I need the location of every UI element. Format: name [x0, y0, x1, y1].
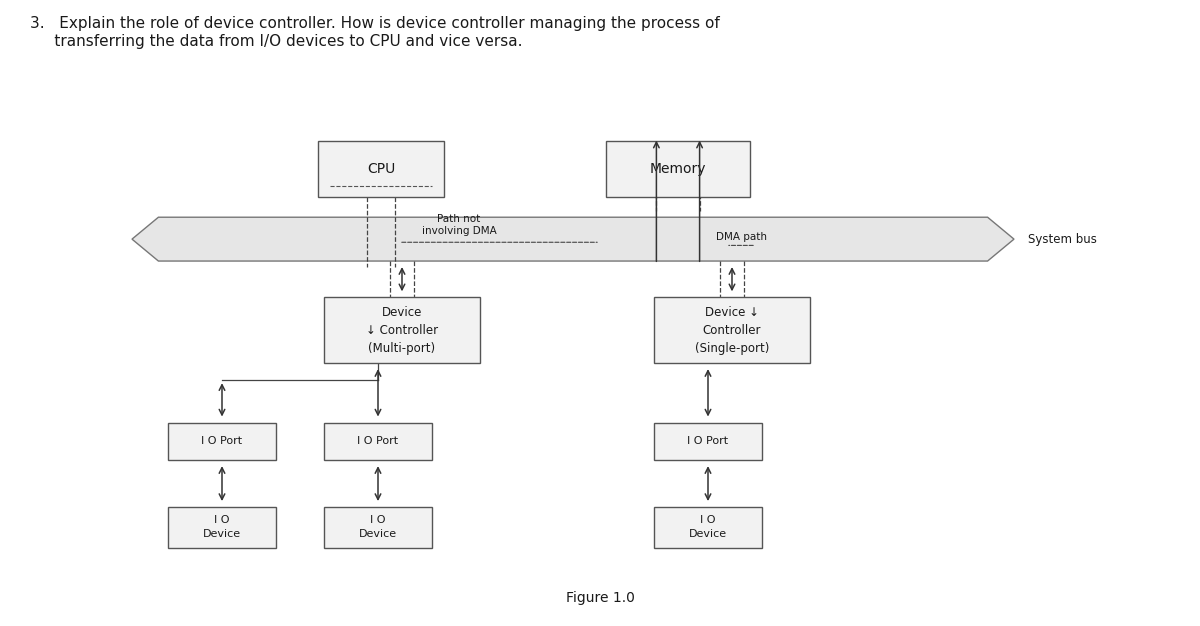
Text: Figure 1.0: Figure 1.0: [565, 591, 635, 605]
Text: transferring the data from I/O devices to CPU and vice versa.: transferring the data from I/O devices t…: [30, 34, 522, 49]
Text: I O
Device: I O Device: [203, 515, 241, 540]
FancyBboxPatch shape: [606, 141, 750, 197]
FancyBboxPatch shape: [654, 507, 762, 548]
Text: 3.   Explain the role of device controller. How is device controller managing th: 3. Explain the role of device controller…: [30, 16, 720, 31]
Text: I O Port: I O Port: [358, 436, 398, 446]
Text: I O Port: I O Port: [202, 436, 242, 446]
FancyBboxPatch shape: [324, 507, 432, 548]
Text: Path not
involving DMA: Path not involving DMA: [421, 214, 497, 236]
Text: System bus: System bus: [1028, 233, 1097, 245]
FancyBboxPatch shape: [324, 297, 480, 363]
Text: Device
↓ Controller
(Multi-port): Device ↓ Controller (Multi-port): [366, 305, 438, 355]
FancyBboxPatch shape: [318, 141, 444, 197]
Text: Device ↓
Controller
(Single-port): Device ↓ Controller (Single-port): [695, 305, 769, 355]
Text: DMA path: DMA path: [715, 232, 767, 242]
FancyBboxPatch shape: [168, 507, 276, 548]
Text: I O Port: I O Port: [688, 436, 728, 446]
Text: I O
Device: I O Device: [689, 515, 727, 540]
Text: Memory: Memory: [649, 162, 707, 176]
FancyBboxPatch shape: [654, 297, 810, 363]
Polygon shape: [132, 217, 1014, 261]
Text: I O
Device: I O Device: [359, 515, 397, 540]
FancyBboxPatch shape: [654, 423, 762, 460]
FancyBboxPatch shape: [324, 423, 432, 460]
Text: CPU: CPU: [367, 162, 395, 176]
FancyBboxPatch shape: [168, 423, 276, 460]
